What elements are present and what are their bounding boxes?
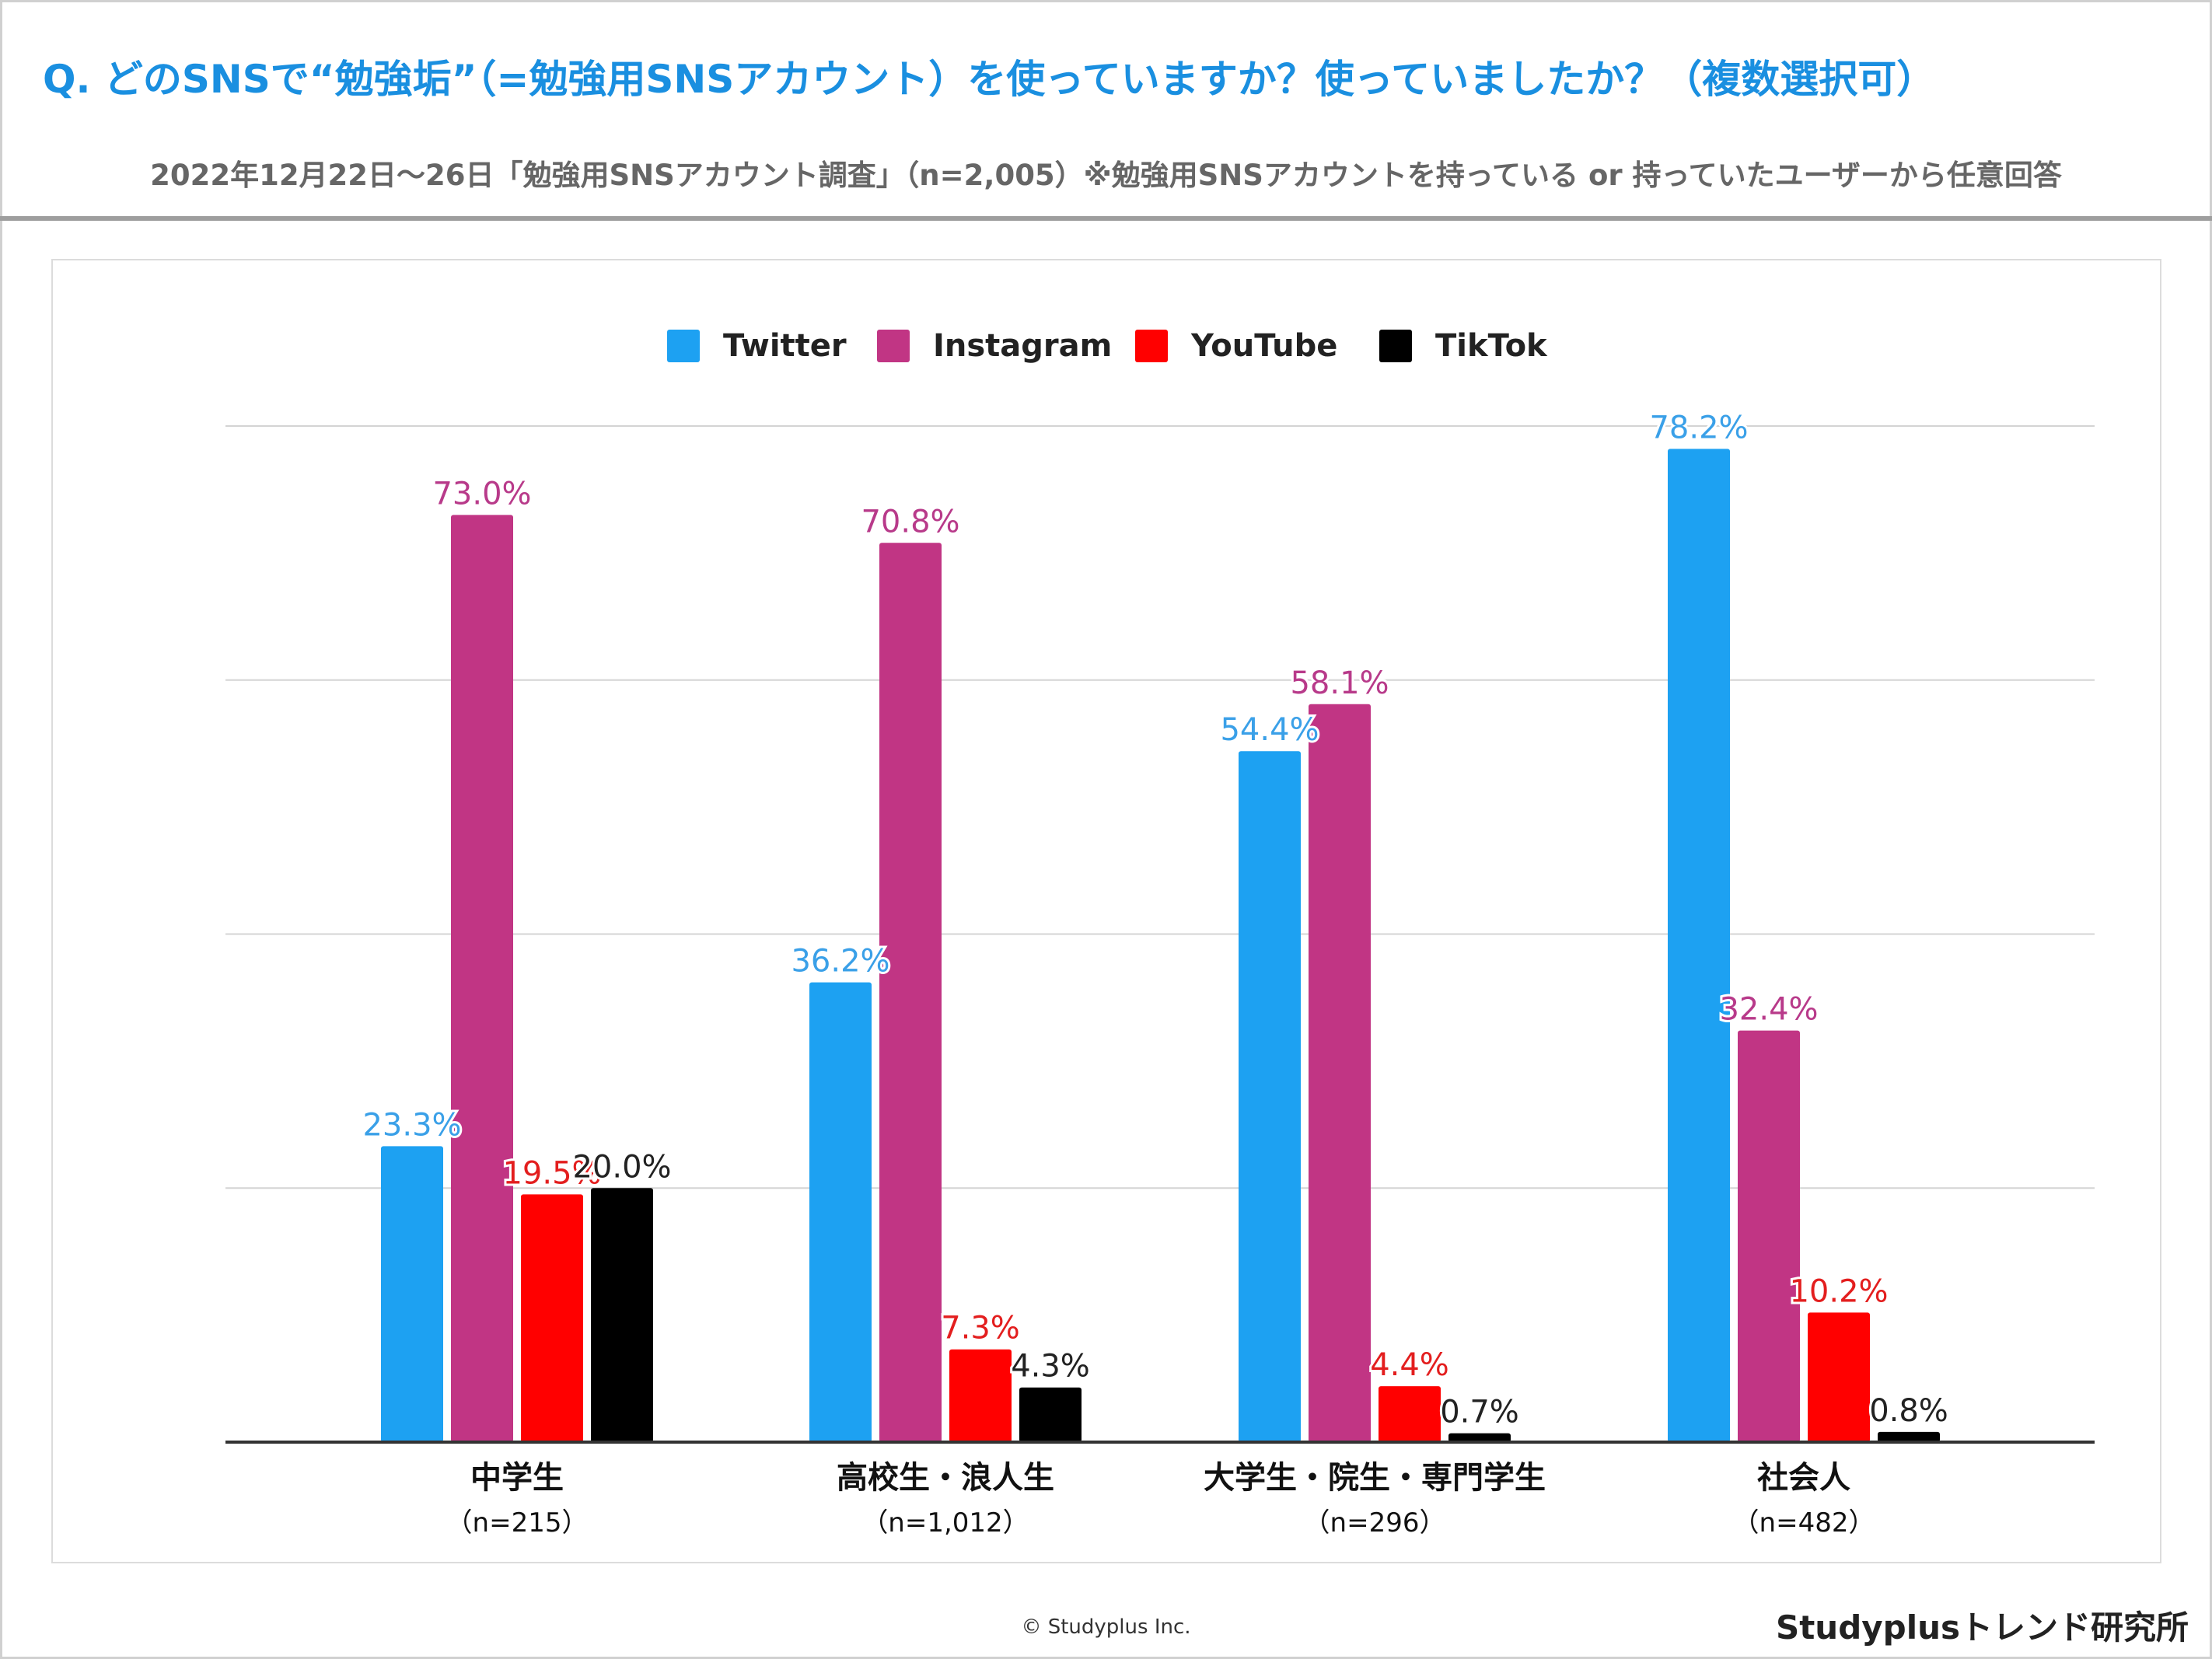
- bar-instagram-2: [879, 543, 942, 1443]
- data-label-twitter-2: 36.2%: [791, 944, 889, 980]
- bar-twitter-3: [1239, 751, 1301, 1442]
- bar-youtube-2: [949, 1349, 1012, 1442]
- x-tick-note-4: （n=482）: [1733, 1507, 1875, 1539]
- legend-label-instagram: Instagram: [933, 328, 1112, 364]
- data-label-instagram-1: 73.0%: [432, 476, 531, 512]
- data-label-youtube-2: 7.3%: [941, 1311, 1020, 1346]
- data-label-youtube-4: 10.2%: [1789, 1273, 1888, 1309]
- x-tick-label-2: 高校生・浪人生: [837, 1460, 1054, 1496]
- copyright-text: © Studyplus Inc.: [1021, 1615, 1191, 1639]
- bar-tiktok-2: [1019, 1387, 1082, 1442]
- bar-tiktok-4: [1878, 1431, 1940, 1442]
- legend-swatch-youtube: [1135, 330, 1168, 362]
- survey-subtitle: 2022年12月22日〜26日「勉強用SNSアカウント調査」（n=2,005）※…: [150, 159, 2062, 192]
- bar-instagram-1: [451, 515, 513, 1442]
- header-divider: [0, 216, 2212, 221]
- bar-instagram-3: [1309, 704, 1371, 1442]
- x-tick-note-1: （n=215）: [446, 1507, 589, 1539]
- legend-label-tiktok: TikTok: [1435, 328, 1548, 364]
- bar-youtube-1: [521, 1194, 583, 1442]
- brand-logo-text: Studyplusトレンド研究所: [1775, 1608, 2189, 1647]
- bar-youtube-4: [1808, 1312, 1870, 1442]
- x-tick-note-3: （n=296）: [1304, 1507, 1446, 1539]
- data-label-tiktok-2: 4.3%: [1011, 1349, 1090, 1385]
- bar-tiktok-3: [1448, 1433, 1511, 1442]
- data-label-youtube-3: 4.4%: [1370, 1347, 1449, 1383]
- x-tick-label-3: 大学生・院生・専門学生: [1204, 1460, 1546, 1496]
- x-tick-label-1: 中学生: [470, 1460, 564, 1496]
- data-label-instagram-3: 58.1%: [1290, 665, 1389, 701]
- legend-label-youtube: YouTube: [1190, 328, 1337, 364]
- data-label-tiktok-3: 0.7%: [1440, 1395, 1519, 1430]
- data-label-tiktok-1: 20.0%: [572, 1149, 671, 1185]
- data-label-tiktok-4: 0.8%: [1869, 1393, 1948, 1429]
- page-title: Q. どのSNSで“勉強垢”（=勉強用SNSアカウント）を使っていますか？使って…: [43, 57, 1936, 102]
- bar-instagram-4: [1738, 1030, 1800, 1442]
- data-label-twitter-4: 78.2%: [1649, 410, 1748, 445]
- bar-youtube-3: [1379, 1386, 1441, 1442]
- x-tick-label-4: 社会人: [1757, 1460, 1850, 1496]
- bar-twitter-4: [1668, 449, 1730, 1442]
- data-label-instagram-2: 70.8%: [861, 504, 959, 540]
- data-label-youtube-1: 19.5%: [502, 1155, 601, 1191]
- bar-twitter-2: [809, 982, 872, 1442]
- data-label-twitter-1: 23.3%: [362, 1107, 461, 1143]
- data-label-twitter-3: 54.4%: [1220, 712, 1319, 748]
- bar-tiktok-1: [591, 1188, 653, 1442]
- bar-twitter-1: [381, 1146, 443, 1442]
- data-label-instagram-4: 32.4%: [1719, 992, 1818, 1028]
- legend-label-twitter: Twitter: [723, 328, 847, 364]
- x-tick-note-2: （n=1,012）: [861, 1507, 1029, 1539]
- legend-swatch-twitter: [667, 330, 700, 362]
- legend-swatch-tiktok: [1379, 330, 1412, 362]
- legend-swatch-instagram: [877, 330, 910, 362]
